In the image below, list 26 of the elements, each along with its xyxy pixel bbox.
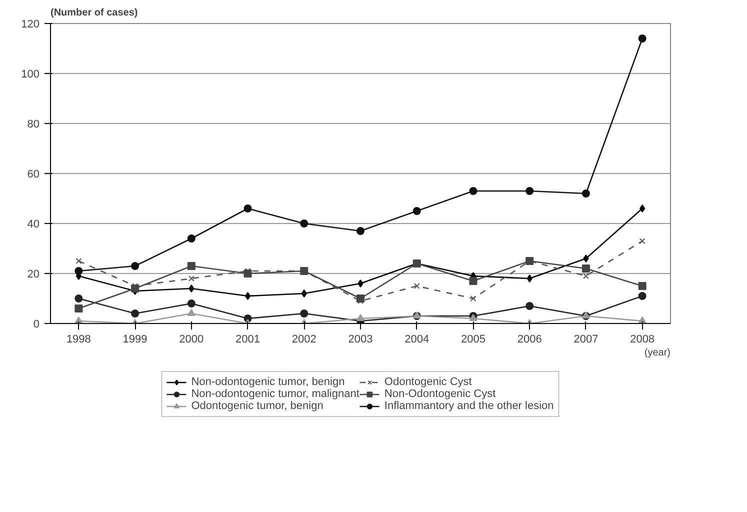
x-tick-label: 2000 <box>179 334 204 346</box>
x-axis-title: (year) <box>644 348 671 358</box>
legend-label: Non-Odontogenic Cyst <box>384 388 496 400</box>
y-tick-label: 60 <box>27 168 40 180</box>
legend-label: Non-odontogenic tumor, benign <box>191 376 345 388</box>
y-axis-title: (Number of cases) <box>50 8 138 18</box>
legend-label: Odontogenic tumor, benign <box>191 400 324 412</box>
y-tick-label: 100 <box>21 68 40 80</box>
y-tick-label: 0 <box>33 318 40 330</box>
legend-label: Inflammantory and the other lesion <box>384 400 554 412</box>
y-tick-label: 80 <box>27 118 40 130</box>
x-tick-label: 2007 <box>574 334 598 346</box>
x-tick-label: 2002 <box>292 334 316 346</box>
y-tick-label: 120 <box>21 18 40 30</box>
x-tick-label: 2006 <box>517 334 542 346</box>
legend-label: Non-odontogenic tumor, malignant <box>191 388 360 400</box>
x-tick-label: 2003 <box>348 334 373 346</box>
x-tick-label: 1998 <box>66 334 91 346</box>
legend-label: Odontogenic Cyst <box>384 376 472 388</box>
x-tick-label: 2005 <box>460 334 486 346</box>
x-tick-label: 2001 <box>236 334 260 346</box>
x-tick-label: 2008 <box>630 334 655 346</box>
y-tick-label: 40 <box>27 218 40 230</box>
y-tick-label: 20 <box>27 268 40 280</box>
x-tick-label: 1999 <box>122 334 148 346</box>
x-tick-label: 2004 <box>404 334 430 346</box>
